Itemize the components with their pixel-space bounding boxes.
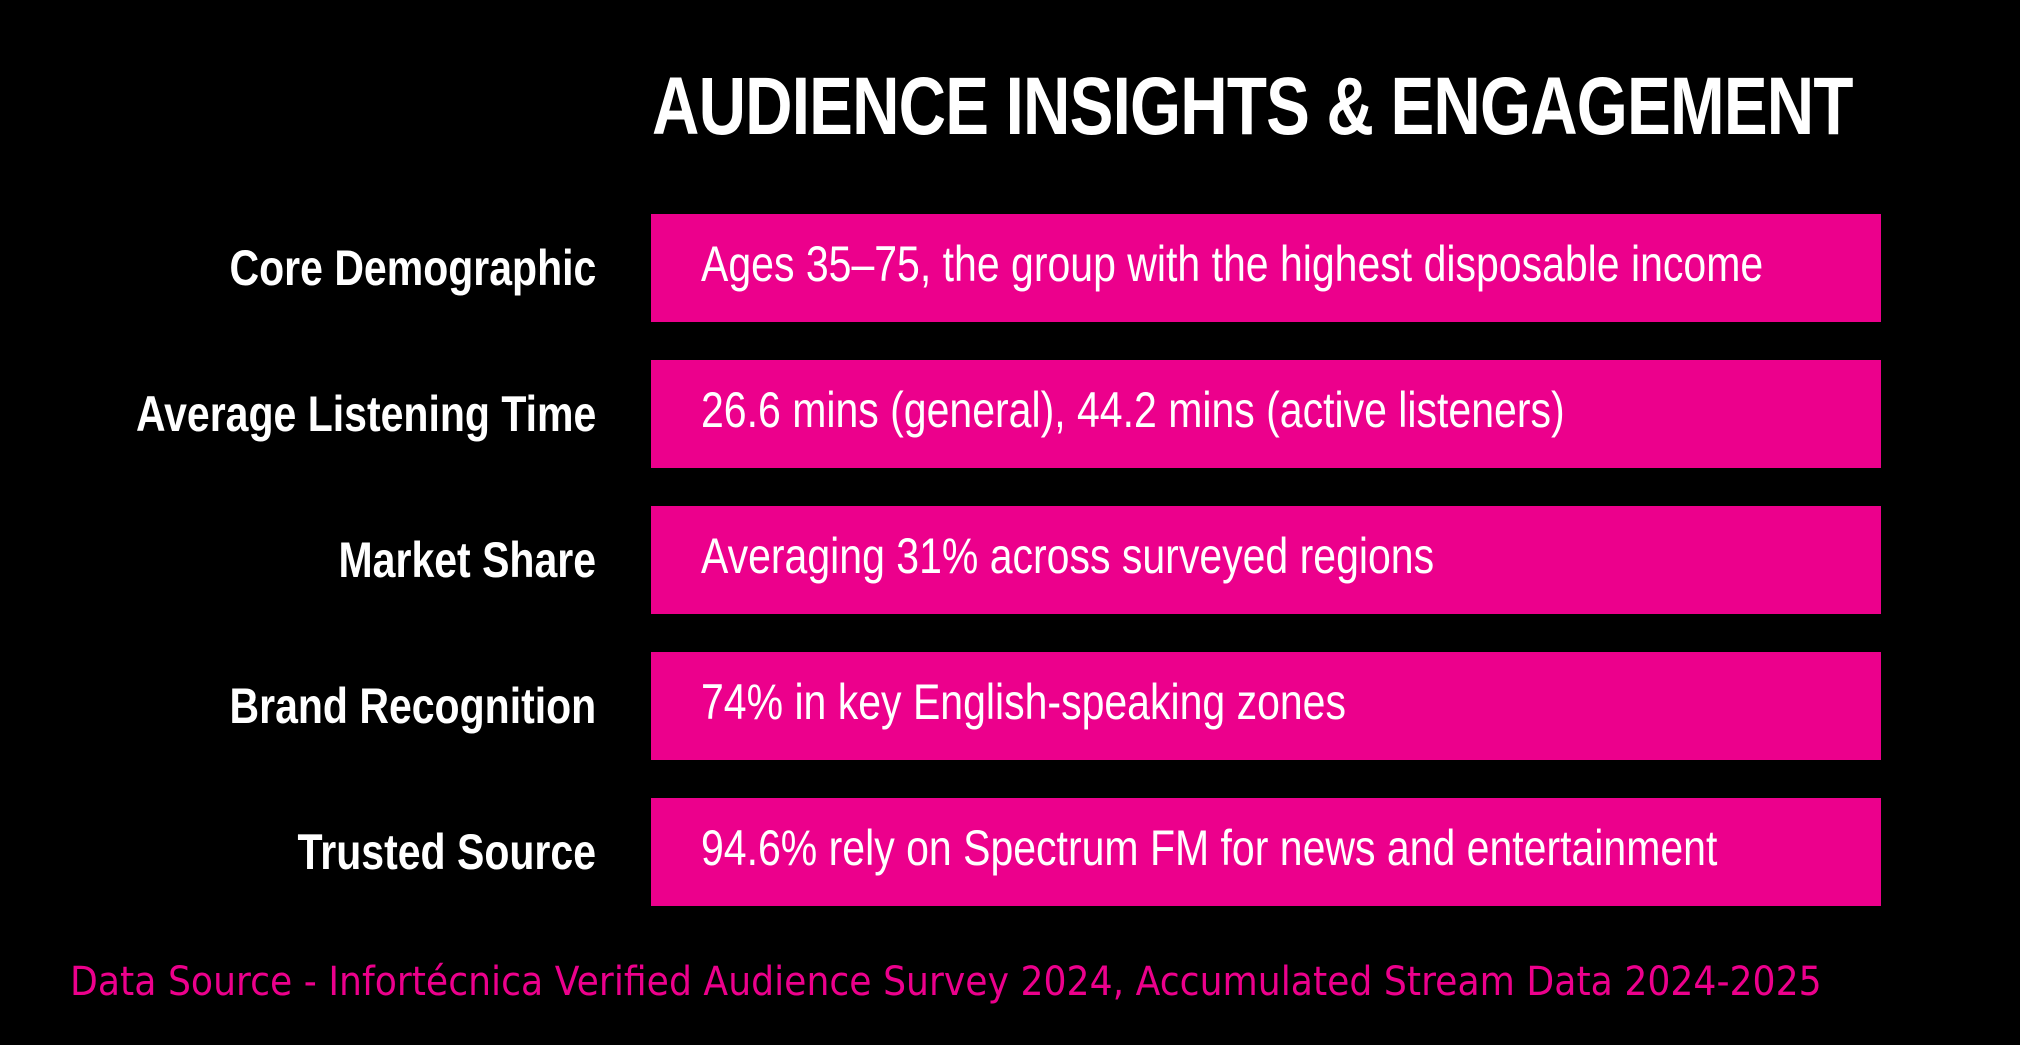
row-value-box: Averaging 31% across surveyed regions (651, 506, 1881, 614)
info-row-brand-recognition: Brand Recognition 74% in key English-spe… (0, 652, 2020, 760)
row-value-text: Averaging 31% across surveyed regions (701, 528, 1435, 584)
row-value-text: 74% in key English-speaking zones (701, 674, 1346, 730)
info-row-average-listening-time: Average Listening Time 26.6 mins (genera… (0, 360, 2020, 468)
row-label-text: Core Demographic (229, 240, 596, 296)
row-value-box: 26.6 mins (general), 44.2 mins (active l… (651, 360, 1881, 468)
row-value-text: 26.6 mins (general), 44.2 mins (active l… (701, 382, 1565, 438)
row-value-text: 94.6% rely on Spectrum FM for news and e… (701, 820, 1718, 876)
row-label: Market Share (0, 506, 596, 614)
row-label: Core Demographic (0, 214, 596, 322)
row-label-text: Market Share (338, 532, 596, 588)
data-source-note: Data Source - Infortécnica Verified Audi… (70, 959, 1822, 1005)
row-label: Trusted Source (0, 798, 596, 906)
row-value-box: 94.6% rely on Spectrum FM for news and e… (651, 798, 1881, 906)
row-value-text: Ages 35–75, the group with the highest d… (701, 236, 1764, 292)
row-label-text: Trusted Source (297, 824, 596, 880)
slide-title: AUDIENCE INSIGHTS & ENGAGEMENT (652, 61, 1853, 152)
info-row-market-share: Market Share Averaging 31% across survey… (0, 506, 2020, 614)
row-label-text: Average Listening Time (135, 386, 596, 442)
info-row-trusted-source: Trusted Source 94.6% rely on Spectrum FM… (0, 798, 2020, 906)
row-label-text: Brand Recognition (229, 678, 596, 734)
info-row-core-demographic: Core Demographic Ages 35–75, the group w… (0, 214, 2020, 322)
row-value-box: Ages 35–75, the group with the highest d… (651, 214, 1881, 322)
row-label: Brand Recognition (0, 652, 596, 760)
row-value-box: 74% in key English-speaking zones (651, 652, 1881, 760)
row-label: Average Listening Time (0, 360, 596, 468)
